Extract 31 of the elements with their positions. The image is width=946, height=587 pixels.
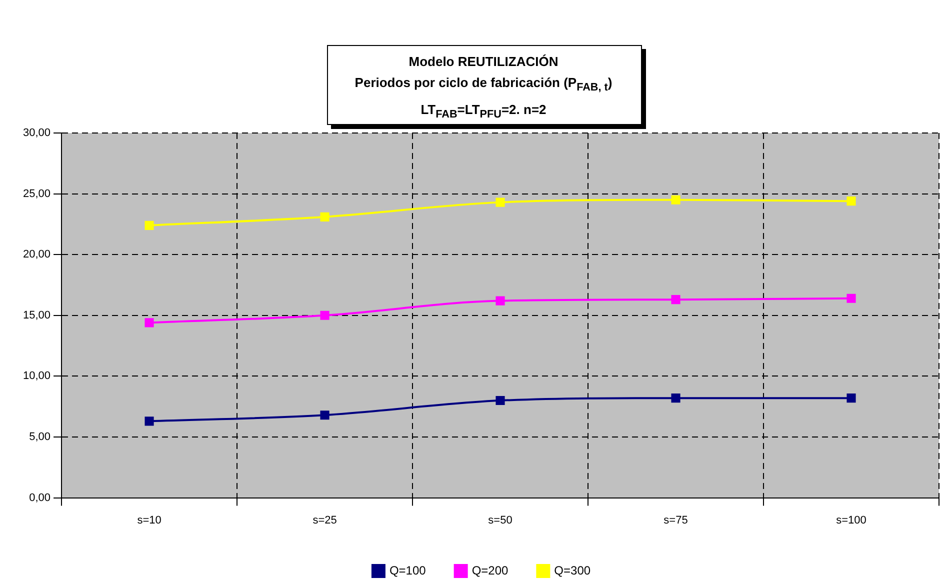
point [846,294,856,303]
point [320,310,330,320]
legend-label: Q=300 [554,563,591,578]
point [144,318,154,328]
x-tick-label: s=100 [836,514,866,526]
point [320,410,330,420]
point [496,396,505,406]
point [671,394,680,403]
y-tick-label: 5,00 [29,431,51,444]
x-tick-label: s=25 [312,514,337,526]
point [144,220,154,230]
y-tick-label: 0,00 [29,492,51,504]
point [671,195,680,204]
legend-label: Q=200 [472,563,509,578]
x-tick-label: s=10 [137,514,162,526]
point [320,212,330,222]
point [496,296,505,306]
x-tick-label: s=50 [488,514,512,526]
point [496,198,505,207]
y-tick-label: 10,00 [22,370,51,382]
x-tick-label: s=75 [664,514,688,526]
y-tick-label: 25,00 [22,188,51,200]
y-tick-label: 30,00 [22,127,51,140]
chart-title: Modelo REUTILIZACIÓN Periodos por ciclo de fabricación (P$_{FAB, t}$) LT$_{FAB}$=LT$_{PFU}$=2. n=2 [354,54,612,120]
point [846,196,856,206]
point [144,416,154,426]
point [846,394,856,403]
legend-label: Q=100 [389,563,426,578]
y-tick-label: 15,00 [22,309,51,322]
y-tick-label: 20,00 [22,248,51,261]
point [671,295,680,304]
